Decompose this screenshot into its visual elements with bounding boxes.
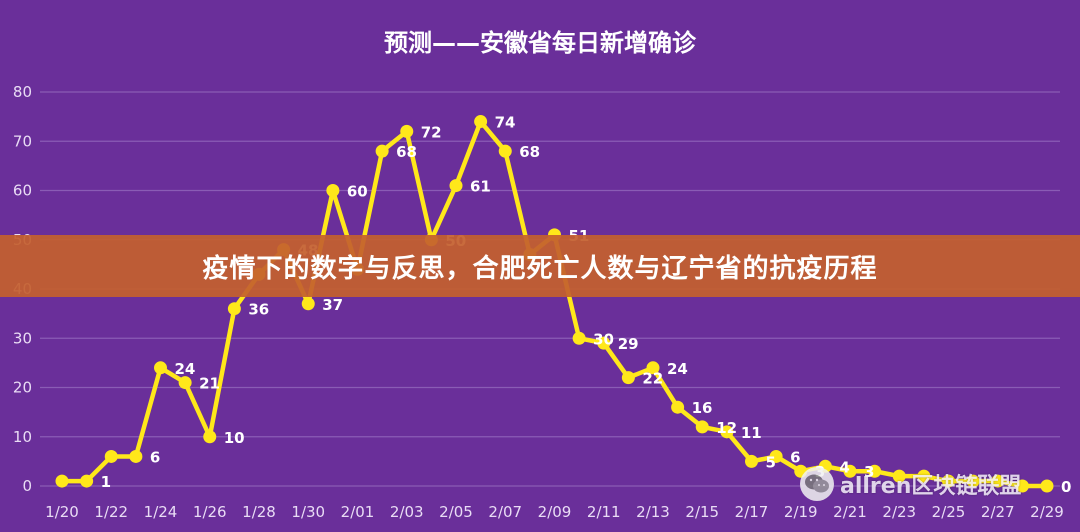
data-label: 29 [618,335,639,353]
x-tick-label: 2/09 [538,503,572,521]
x-tick-label: 2/03 [390,503,424,521]
data-label: 37 [322,296,343,314]
data-point [671,400,685,414]
data-label: 5 [766,453,776,471]
data-point [597,336,611,350]
headline-banner: 疫情下的数字与反思，合肥死亡人数与辽宁省的抗疫历程 [0,235,1080,297]
x-tick-label: 1/22 [94,503,128,521]
data-point [621,371,635,385]
data-point [227,302,241,316]
data-label: 0 [1061,478,1071,496]
data-point [474,115,488,129]
data-label: 12 [716,419,737,437]
x-tick-label: 2/29 [1030,503,1064,521]
data-label: 4 [839,458,849,476]
data-point [498,144,512,158]
data-point [178,376,192,390]
data-label: 60 [347,183,368,201]
data-label: 6 [790,448,800,466]
data-point [129,449,143,463]
data-label: 6 [150,448,160,466]
x-tick-label: 2/21 [833,503,867,521]
data-label: 21 [199,375,220,393]
data-label: 61 [470,178,491,196]
x-tick-label: 2/13 [636,503,670,521]
y-tick-label: 20 [13,379,32,397]
data-point [646,361,660,375]
data-label: 11 [741,424,762,442]
y-tick-label: 0 [22,477,32,495]
data-points [55,115,1054,493]
x-tick-label: 2/17 [735,503,769,521]
chart-title: 预测——安徽省每日新增确诊 [384,29,697,57]
data-label: 30 [593,330,614,348]
y-tick-label: 60 [13,182,32,200]
data-label: 36 [248,301,269,319]
data-label: 68 [396,143,417,161]
x-tick-label: 2/07 [488,503,522,521]
data-point [1040,479,1054,493]
data-label: 68 [519,143,540,161]
data-label: 24 [667,360,688,378]
wechat-icon [800,467,834,501]
data-label: 24 [175,360,196,378]
data-label: 10 [224,429,245,447]
y-tick-label: 70 [13,132,32,150]
data-point [572,331,586,345]
data-point [917,469,931,483]
y-tick-label: 30 [13,329,32,347]
data-label: 72 [421,123,442,141]
data-point [695,420,709,434]
data-label: 1 [101,473,111,491]
data-point [745,454,758,468]
data-label: 22 [642,370,663,388]
data-point [301,297,315,311]
x-tick-label: 2/05 [439,503,473,521]
data-label: 74 [495,114,516,132]
data-point [892,469,906,483]
data-point [991,474,1005,488]
data-point [720,425,734,439]
data-point [203,430,217,444]
data-point [769,449,783,463]
data-point [400,124,414,138]
data-point [868,464,882,478]
x-tick-label: 1/30 [291,503,325,521]
data-point [449,179,463,193]
data-point [80,474,94,488]
x-tick-label: 1/26 [193,503,227,521]
watermark: allren区块链联盟 [800,466,1021,502]
x-tick-label: 2/19 [784,503,818,521]
x-tick-label: 1/24 [144,503,178,521]
data-point [1015,479,1029,493]
x-tick-label: 1/20 [45,503,79,521]
data-point [375,144,389,158]
x-tick-label: 2/23 [882,503,916,521]
data-point [843,464,857,478]
data-label: 3 [864,463,874,481]
x-tick-label: 1/28 [242,503,276,521]
x-axis-ticks: 1/20 1/22 1/24 1/26 1/28 1/30 2/01 2/03 2/05 2/07… [45,503,1064,521]
headline-text: 疫情下的数字与反思，合肥死亡人数与辽宁省的抗疫历程 [202,253,878,284]
data-point [154,361,167,375]
y-tick-label: 80 [13,83,32,101]
x-tick-label: 2/15 [685,503,719,521]
y-tick-label: 10 [13,428,32,446]
data-point [55,474,69,488]
data-labels: 1624211036483760687250617468513029222416… [101,114,1072,496]
x-tick-label: 2/27 [981,503,1015,521]
data-point [326,184,340,197]
watermark-text: allren区块链联盟 [840,474,1022,499]
x-tick-label: 2/01 [341,503,375,521]
data-point [104,449,118,463]
x-tick-label: 2/11 [587,503,621,521]
data-point [942,474,955,488]
data-point [966,474,980,488]
x-tick-label: 2/25 [932,503,966,521]
data-label: 16 [692,399,713,417]
